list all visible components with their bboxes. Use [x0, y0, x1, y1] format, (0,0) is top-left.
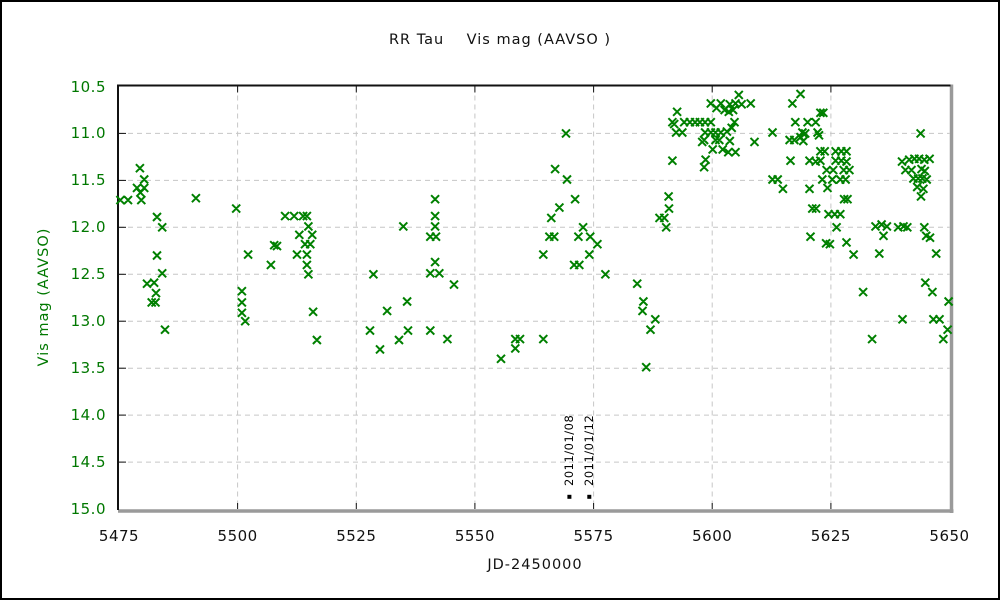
- y-tick-label: 12.5: [70, 265, 106, 284]
- annotation-square-marker: [587, 494, 592, 499]
- x-tick-label: 5575: [573, 527, 614, 545]
- y-tick-label: 12.0: [70, 218, 106, 237]
- x-tick-label: 5475: [98, 527, 140, 545]
- chart-title: RR Tau Vis mag (AAVSO ): [388, 32, 612, 48]
- y-tick-label: 15.0: [70, 500, 106, 518]
- x-tick-label: 5500: [217, 527, 258, 545]
- x-tick-label: 5525: [336, 527, 377, 545]
- x-axis-title: JD-2450000: [487, 557, 583, 573]
- y-tick-label: 10.5: [70, 77, 106, 96]
- x-tick-label: 5650: [929, 527, 970, 545]
- y-tick-label: 14.5: [70, 453, 106, 472]
- x-tick-label: 5550: [454, 527, 496, 545]
- x-tick-label: 5625: [810, 527, 851, 545]
- annotation-label: 2011/01/08: [562, 414, 577, 486]
- y-tick-label: 13.5: [70, 359, 106, 378]
- y-tick-label: 11.0: [70, 124, 106, 143]
- y-tick-label: 13.0: [70, 312, 106, 331]
- data-point-markers: [115, 89, 954, 372]
- x-tick-label: 5600: [692, 527, 733, 545]
- annotation-square-marker: [567, 494, 572, 499]
- annotation-label: 2011/01/12: [582, 414, 597, 486]
- y-tick-label: 11.5: [70, 171, 106, 190]
- y-tick-label: 14.0: [70, 406, 106, 425]
